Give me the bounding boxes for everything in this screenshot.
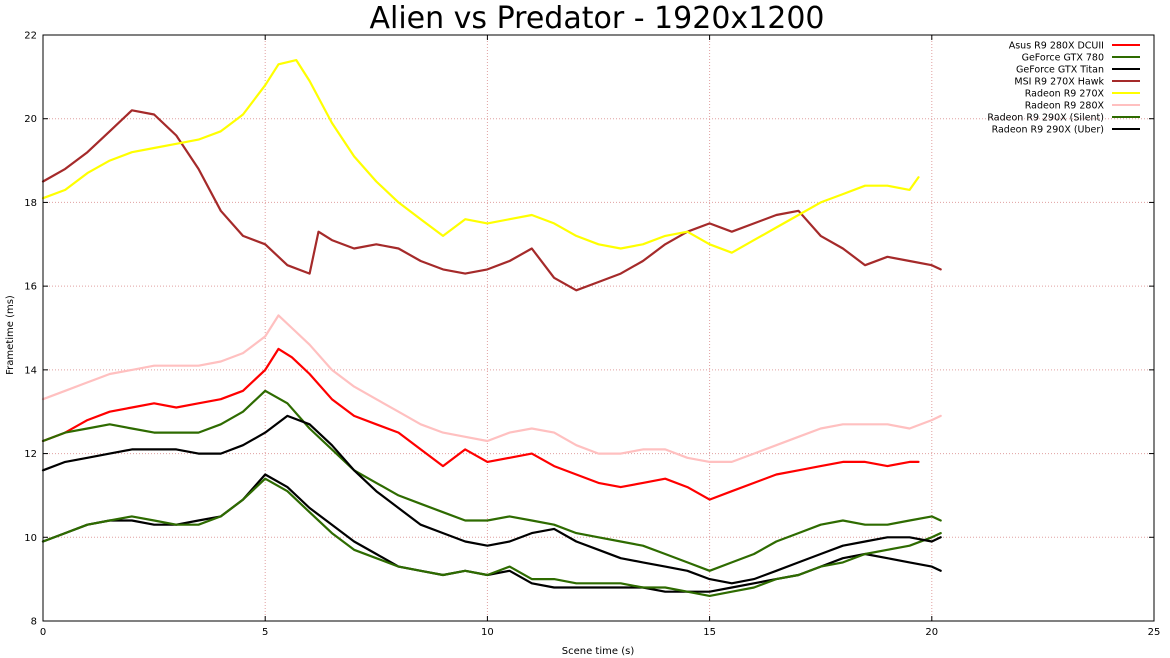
plot-frame (42, 34, 1155, 622)
x-tick-label: 25 (1148, 627, 1161, 638)
legend-entry-label: GeForce GTX 780 (1022, 53, 1104, 64)
legend-entry-label: Radeon R9 290X (Uber) (992, 125, 1104, 136)
series-line-5 (41, 314, 942, 463)
y-tick-label: 8 (31, 617, 37, 628)
y-axis-label: Frametime (ms) (5, 295, 16, 375)
x-axis-label: Scene time (s) (562, 646, 635, 657)
chart-title: Alien vs Predator - 1920x1200 (369, 1, 824, 36)
legend-entry-label: Radeon R9 290X (Silent) (987, 113, 1104, 124)
y-tick-label: 14 (24, 365, 37, 376)
y-tick-label: 12 (24, 449, 37, 460)
series-line-1 (41, 389, 942, 572)
x-tick-label: 10 (481, 627, 494, 638)
legend-entry-label: GeForce GTX Titan (1016, 65, 1104, 76)
y-tick-label: 10 (24, 533, 37, 544)
series-line-6 (41, 477, 942, 598)
axis-ticks: 0 5 10 15 20 25 8 10 12 14 16 18 20 22 (24, 31, 1160, 639)
legend-entry-label: Radeon R9 270X (1025, 89, 1105, 100)
series-lines (41, 58, 942, 598)
y-tick-label: 18 (24, 198, 37, 209)
y-tick-label: 16 (24, 282, 37, 293)
series-line-3 (41, 109, 942, 292)
y-tick-label: 20 (24, 114, 37, 125)
x-tick-label: 5 (262, 627, 268, 638)
series-line-0 (41, 347, 920, 501)
x-tick-label: 20 (925, 627, 938, 638)
x-tick-label: 0 (40, 627, 46, 638)
legend-entry-label: Radeon R9 280X (1025, 101, 1105, 112)
legend-entry-label: MSI R9 270X Hawk (1014, 77, 1104, 88)
series-line-4 (41, 58, 920, 254)
legend-entry-label: Asus R9 280X DCUII (1009, 41, 1104, 52)
series-line-7 (41, 414, 942, 585)
y-tick-label: 22 (24, 31, 37, 42)
x-tick-label: 15 (703, 627, 716, 638)
